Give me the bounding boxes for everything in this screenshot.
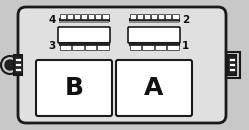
FancyBboxPatch shape — [58, 27, 110, 43]
Bar — [102, 14, 109, 19]
Circle shape — [1, 56, 19, 74]
FancyBboxPatch shape — [18, 7, 226, 123]
Bar — [158, 14, 164, 19]
Bar — [154, 45, 166, 50]
Bar — [14, 55, 22, 75]
Bar — [67, 14, 73, 19]
Bar — [60, 14, 66, 19]
FancyBboxPatch shape — [116, 60, 192, 116]
Bar — [172, 14, 179, 19]
Text: 3: 3 — [49, 41, 56, 51]
Bar — [137, 14, 143, 19]
Bar — [129, 45, 141, 50]
Bar — [88, 14, 94, 19]
Bar — [15, 68, 21, 71]
Bar — [129, 14, 136, 19]
Bar — [228, 55, 236, 75]
Text: 1: 1 — [182, 41, 189, 51]
Text: 4: 4 — [49, 15, 56, 25]
Bar — [129, 21, 179, 23]
Bar — [97, 45, 109, 50]
Bar — [167, 45, 179, 50]
Bar — [72, 45, 83, 50]
Bar — [59, 21, 109, 23]
Bar — [59, 18, 109, 21]
Bar — [144, 14, 150, 19]
Bar — [229, 68, 235, 71]
Circle shape — [5, 60, 15, 70]
Bar — [229, 63, 235, 66]
Bar — [81, 14, 87, 19]
Text: 2: 2 — [182, 15, 189, 25]
Bar — [74, 14, 80, 19]
Text: A: A — [144, 76, 164, 100]
Bar — [15, 58, 21, 61]
Bar — [165, 14, 171, 19]
Bar — [129, 18, 179, 21]
Bar — [84, 45, 96, 50]
Text: B: B — [64, 76, 83, 100]
Bar — [229, 58, 235, 61]
Bar — [129, 42, 179, 45]
Bar — [15, 63, 21, 66]
Bar — [60, 45, 71, 50]
FancyBboxPatch shape — [36, 60, 112, 116]
Bar — [142, 45, 153, 50]
Bar — [59, 42, 109, 45]
FancyBboxPatch shape — [128, 27, 180, 43]
Bar — [95, 14, 101, 19]
Bar — [151, 14, 157, 19]
